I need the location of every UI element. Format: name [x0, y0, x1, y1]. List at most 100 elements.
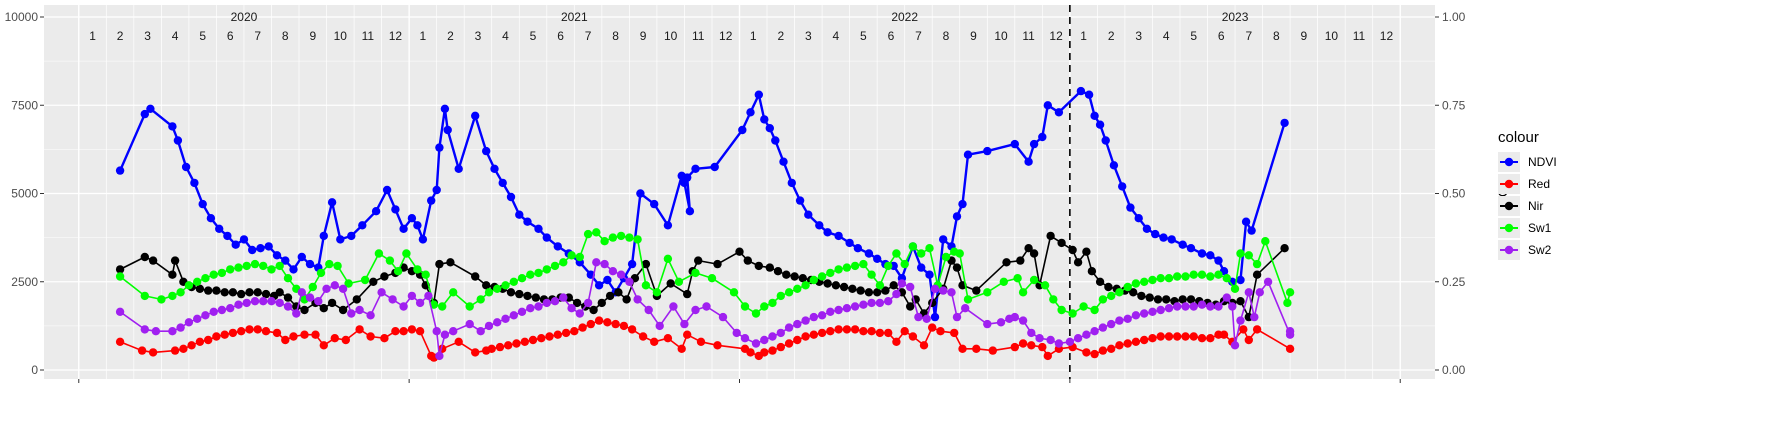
data-point	[115, 307, 125, 316]
data-point	[432, 185, 441, 195]
data-point	[950, 328, 959, 338]
data-point	[1090, 305, 1099, 315]
data-point	[873, 254, 882, 263]
data-point	[875, 281, 885, 290]
legend-key-point	[1504, 201, 1514, 211]
data-point	[1252, 259, 1262, 269]
data-point	[1153, 295, 1163, 304]
data-point	[1241, 217, 1251, 226]
data-point	[385, 256, 395, 265]
data-point	[1010, 139, 1019, 149]
data-point	[327, 298, 337, 308]
data-point	[1206, 251, 1215, 260]
series-sw1	[115, 228, 1295, 318]
data-point	[1285, 344, 1295, 353]
data-point	[784, 339, 794, 348]
y-tick-label-right: 1.00	[1442, 10, 1466, 24]
legend-key-point	[1504, 157, 1514, 167]
data-point	[873, 288, 882, 297]
data-point	[1173, 302, 1182, 311]
data-point	[845, 238, 854, 248]
data-point	[919, 341, 929, 350]
data-point	[570, 327, 579, 336]
data-point	[1134, 214, 1143, 223]
data-point	[228, 328, 238, 338]
data-point	[1189, 270, 1198, 279]
data-point	[600, 259, 609, 269]
data-point	[259, 261, 268, 271]
year-label: 2020	[231, 10, 258, 24]
data-point	[826, 268, 835, 278]
data-point	[760, 302, 769, 311]
data-point	[231, 240, 240, 249]
data-point	[801, 281, 810, 290]
data-point	[1222, 274, 1232, 283]
data-point	[559, 258, 568, 267]
data-point	[765, 124, 774, 133]
data-point	[809, 275, 818, 285]
data-point	[1029, 249, 1039, 258]
data-point	[952, 312, 962, 322]
month-label: 3	[1135, 29, 1142, 43]
month-label: 6	[557, 29, 564, 43]
data-point	[1038, 132, 1047, 142]
year-label: 2021	[561, 10, 588, 24]
data-point	[809, 312, 818, 322]
month-label: 2	[1108, 29, 1115, 43]
data-point	[884, 328, 893, 338]
data-point	[1095, 277, 1105, 286]
data-point	[864, 288, 874, 297]
data-point	[1073, 258, 1083, 267]
month-label: 5	[199, 29, 206, 43]
data-point	[1131, 311, 1141, 320]
data-point	[325, 259, 334, 269]
data-point	[729, 288, 739, 297]
month-label: 5	[530, 29, 537, 43]
data-point	[1197, 334, 1207, 343]
data-point	[823, 279, 832, 288]
data-point	[754, 90, 763, 99]
data-point	[683, 330, 692, 339]
data-point	[622, 295, 631, 304]
y-tick-label-right: 0.00	[1442, 363, 1466, 377]
data-point	[506, 288, 516, 297]
data-point	[834, 231, 843, 241]
data-point	[859, 259, 868, 269]
data-point	[471, 348, 480, 357]
data-point	[283, 274, 293, 283]
data-point	[743, 256, 752, 265]
data-point	[983, 146, 992, 156]
data-point	[206, 214, 216, 223]
data-point	[867, 327, 876, 336]
data-point	[1261, 237, 1270, 246]
month-label: 4	[502, 29, 509, 43]
data-point	[710, 162, 719, 172]
month-label: 11	[362, 29, 375, 43]
data-point	[201, 274, 210, 283]
data-point	[1159, 233, 1168, 242]
legend-label: Sw1	[1528, 221, 1552, 235]
data-point	[407, 291, 417, 301]
data-point	[484, 321, 494, 331]
data-point	[1178, 295, 1187, 304]
data-point	[842, 304, 852, 313]
data-point	[776, 342, 785, 352]
data-point	[528, 335, 538, 345]
data-point	[542, 298, 551, 308]
data-point	[173, 136, 183, 145]
data-point	[1126, 203, 1135, 212]
data-point	[366, 332, 375, 341]
data-point	[443, 125, 452, 135]
data-point	[691, 268, 700, 278]
data-point	[1244, 288, 1254, 297]
data-point	[1024, 244, 1033, 253]
data-point	[603, 275, 612, 285]
data-point	[1076, 86, 1086, 96]
data-point	[482, 281, 491, 290]
data-point	[1156, 332, 1165, 341]
data-point	[914, 312, 923, 322]
data-point	[746, 348, 755, 357]
data-point	[1197, 249, 1207, 258]
data-point	[732, 328, 741, 338]
